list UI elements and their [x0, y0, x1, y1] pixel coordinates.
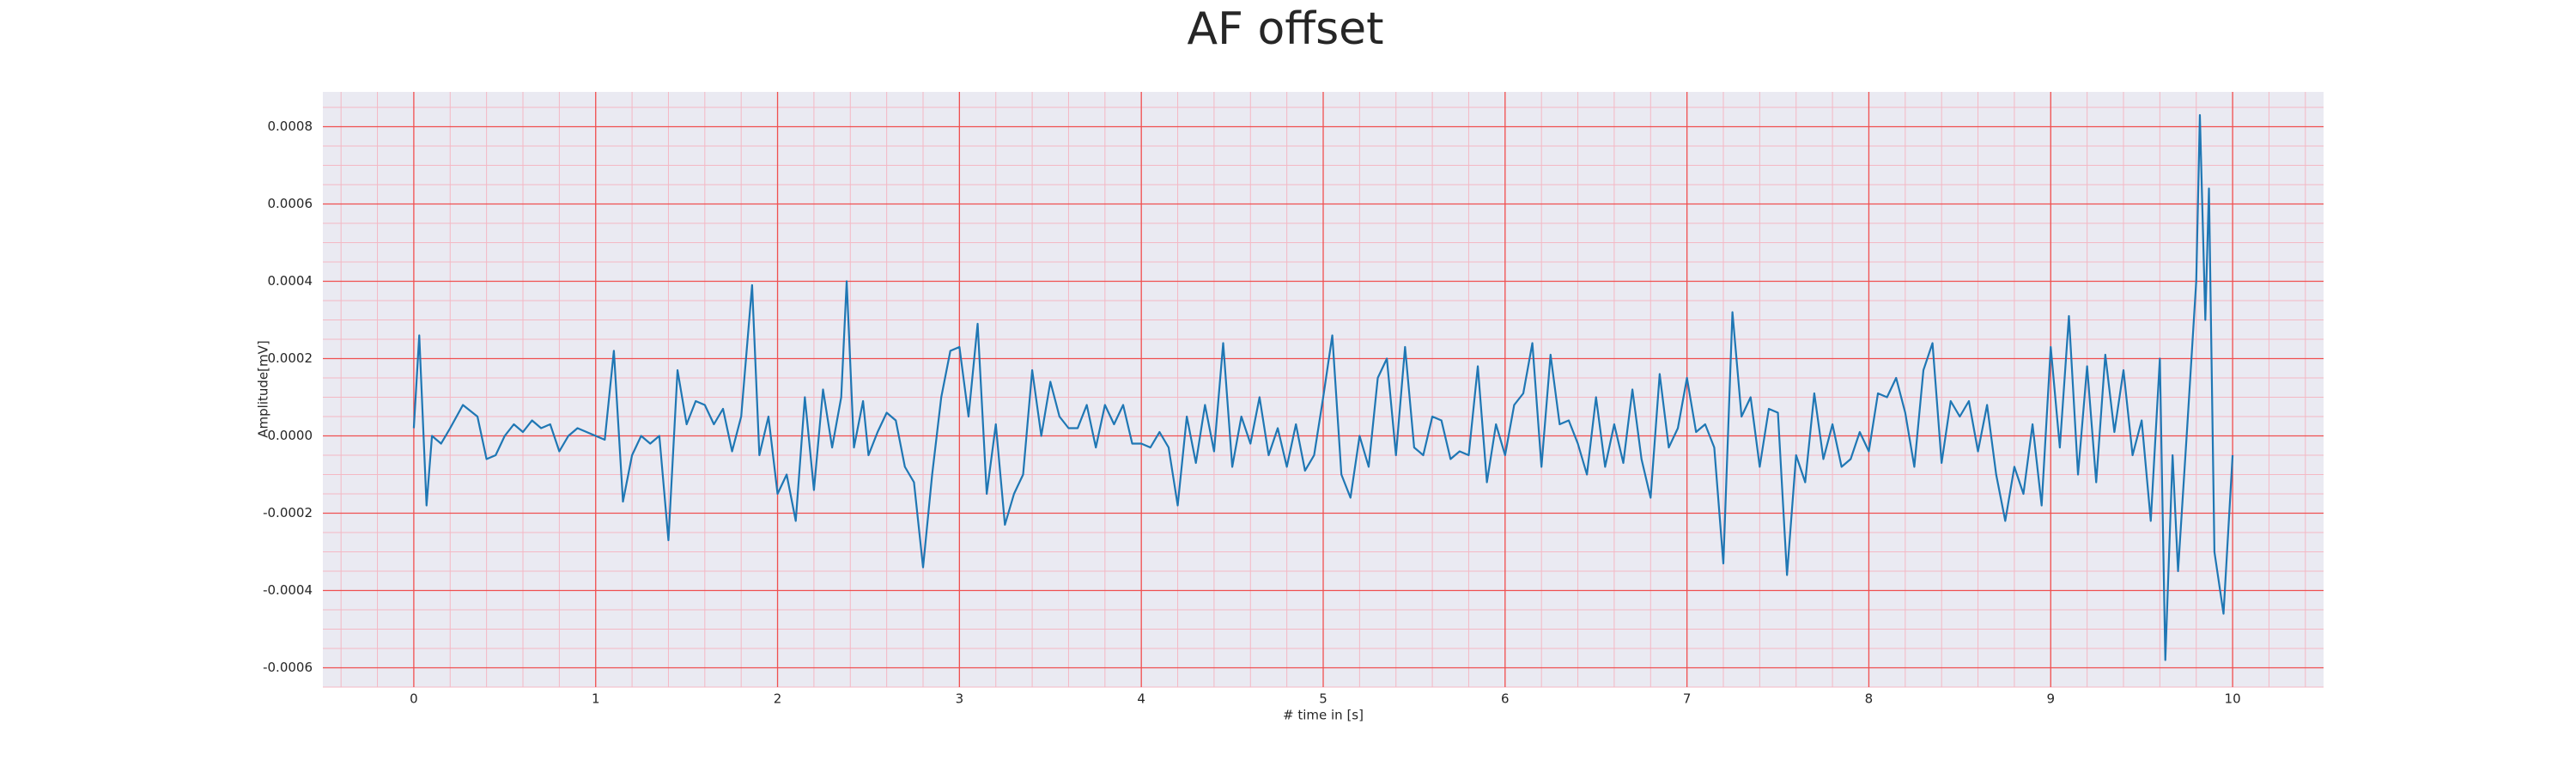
y-tick-label: 0.0006: [268, 196, 313, 211]
x-tick-label: 8: [1865, 691, 1874, 707]
x-tick-label: 5: [1319, 691, 1327, 707]
y-tick-label: 0.0002: [268, 350, 313, 366]
x-tick-label: 3: [956, 691, 964, 707]
y-tick-label: -0.0002: [263, 505, 313, 520]
x-tick-label: 10: [2225, 691, 2241, 707]
x-tick-label: 4: [1137, 691, 1145, 707]
x-tick-label: 7: [1683, 691, 1692, 707]
x-tick-label: 9: [2046, 691, 2055, 707]
x-tick-label: 1: [592, 691, 600, 707]
y-tick-label: 0.0004: [268, 273, 313, 289]
y-tick-label: -0.0004: [263, 582, 313, 598]
x-tick-label: 0: [410, 691, 418, 707]
signal-line: [412, 113, 2234, 661]
x-tick-label: 6: [1501, 691, 1510, 707]
y-axis-label: Amplitude[mV]: [256, 340, 271, 437]
x-tick-label: 2: [774, 691, 782, 707]
chart-title: AF offset: [1187, 3, 1383, 55]
y-tick-label: 0.0000: [268, 428, 313, 443]
y-tick-label: 0.0008: [268, 119, 313, 134]
y-tick-label: -0.0006: [263, 660, 313, 675]
x-axis-label: # time in [s]: [1283, 708, 1364, 723]
